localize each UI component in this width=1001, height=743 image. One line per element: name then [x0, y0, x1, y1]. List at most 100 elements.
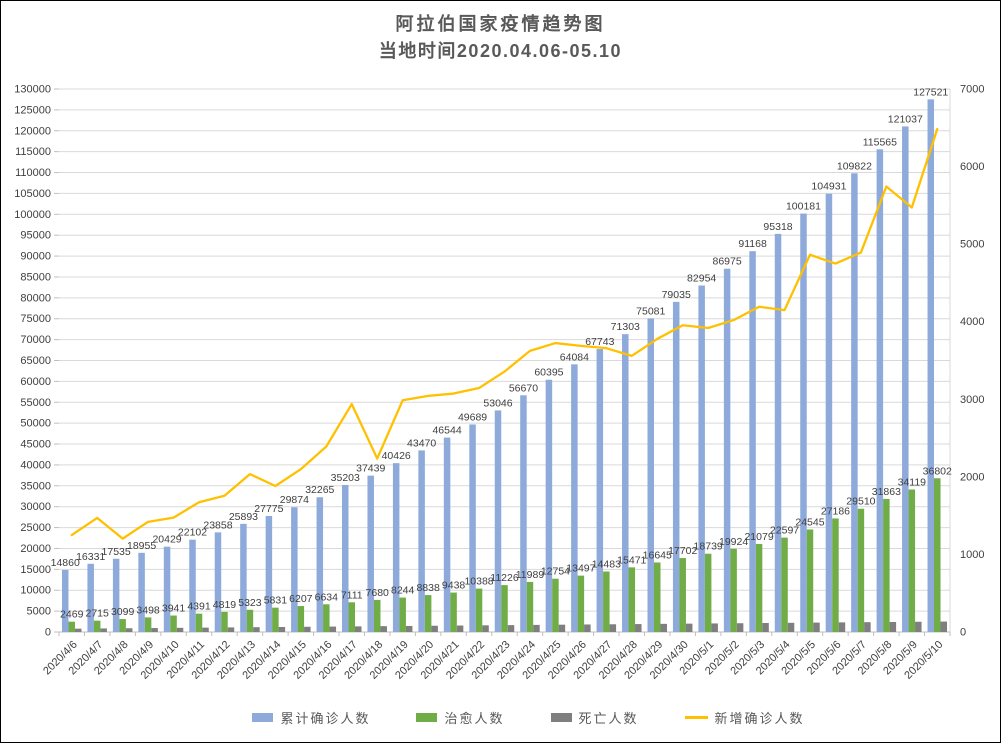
- svg-text:17535: 17535: [102, 546, 131, 558]
- bar: [832, 518, 839, 632]
- bar: [609, 624, 617, 632]
- legend-item-deaths: 死亡人数: [550, 708, 639, 727]
- svg-text:109822: 109822: [837, 160, 872, 172]
- svg-text:2000: 2000: [960, 471, 984, 483]
- svg-text:71303: 71303: [611, 321, 640, 333]
- svg-text:91168: 91168: [738, 238, 767, 250]
- svg-text:29874: 29874: [280, 494, 309, 506]
- bar: [711, 623, 718, 632]
- bar: [838, 622, 846, 632]
- bar: [526, 581, 534, 632]
- bar: [927, 99, 935, 632]
- bar: [475, 588, 483, 632]
- svg-text:115565: 115565: [863, 136, 897, 148]
- bar: [749, 251, 756, 632]
- svg-text:7111: 7111: [341, 589, 363, 601]
- bar: [380, 626, 387, 632]
- svg-text:10000: 10000: [20, 585, 51, 597]
- svg-text:25000: 25000: [20, 522, 51, 534]
- svg-text:10388: 10388: [464, 576, 493, 588]
- bar: [304, 626, 311, 632]
- svg-text:8838: 8838: [416, 582, 440, 594]
- bar: [138, 552, 145, 632]
- svg-text:29510: 29510: [846, 496, 875, 508]
- y-axis-left-labels: 0 5000 10000 15000 20000 25000 30000 35000 40000…: [14, 84, 51, 639]
- bar: [889, 621, 897, 632]
- chart-title-line-2: 当地时间2020.04.06-05.10: [378, 41, 623, 61]
- bar: [74, 628, 82, 632]
- bar: [915, 621, 922, 632]
- bar: [456, 625, 464, 632]
- bar: [443, 437, 451, 632]
- svg-text:9438: 9438: [442, 580, 466, 592]
- svg-text:23858: 23858: [203, 519, 232, 531]
- bar: [622, 334, 629, 632]
- chart-title: 阿拉伯国家疫情趋势图 当地时间2020.04.06-05.10: [1, 11, 1000, 65]
- bar: [431, 625, 438, 632]
- svg-text:15471: 15471: [617, 554, 646, 566]
- bar: [672, 301, 680, 632]
- svg-text:16645: 16645: [643, 549, 672, 561]
- svg-text:49689: 49689: [458, 411, 487, 423]
- bar: [520, 395, 527, 632]
- bar: [418, 450, 425, 632]
- bar-series-0: [61, 99, 935, 633]
- svg-text:20429: 20429: [152, 534, 181, 546]
- bar: [501, 585, 508, 632]
- svg-text:6634: 6634: [315, 591, 339, 603]
- svg-text:60395: 60395: [534, 367, 563, 379]
- svg-text:104931: 104931: [811, 181, 846, 193]
- svg-text:14483: 14483: [592, 559, 621, 571]
- bar: [469, 424, 476, 632]
- legend-label-cured: 治愈人数: [444, 710, 505, 726]
- chart-title-line-1: 阿拉伯国家疫情趋势图: [395, 14, 606, 34]
- bar: [704, 553, 712, 632]
- svg-text:46544: 46544: [432, 425, 461, 437]
- bar: [545, 379, 553, 632]
- svg-text:110000: 110000: [15, 167, 51, 179]
- bar: [329, 626, 337, 632]
- bar: [507, 625, 515, 632]
- svg-text:56670: 56670: [509, 382, 538, 394]
- svg-text:36802: 36802: [923, 465, 952, 477]
- svg-text:53046: 53046: [483, 397, 512, 409]
- svg-text:4000: 4000: [960, 316, 984, 328]
- x-axis-labels: 2020/4/62020/4/72020/4/82020/4/92020/4/1…: [41, 639, 945, 682]
- svg-text:4391: 4391: [187, 601, 211, 613]
- svg-text:22102: 22102: [178, 527, 207, 539]
- svg-text:100181: 100181: [786, 201, 821, 213]
- bar: [272, 607, 279, 632]
- bar: [558, 624, 566, 632]
- svg-text:75000: 75000: [20, 313, 51, 325]
- bar: [934, 478, 941, 632]
- bar: [392, 463, 400, 632]
- svg-text:7000: 7000: [960, 84, 984, 96]
- svg-text:24545: 24545: [795, 516, 824, 528]
- data-labels-series-0: 1486016331175351895520429221022385825893…: [51, 86, 949, 569]
- chart-legend: 累计确诊人数 治愈人数 死亡人数 新增确诊人数: [29, 705, 1000, 729]
- y-axis-right-labels: 0 1000 2000 3000 4000 5000 6000 7000: [960, 84, 984, 639]
- bar: [883, 498, 890, 632]
- bar: [93, 620, 101, 632]
- bar: [100, 628, 107, 632]
- bar: [851, 173, 858, 632]
- bar: [355, 626, 362, 632]
- bar: [176, 627, 184, 632]
- bar: [698, 285, 705, 632]
- bar: [399, 597, 406, 632]
- svg-text:70000: 70000: [20, 334, 51, 346]
- bar: [800, 213, 807, 632]
- svg-text:3099: 3099: [111, 606, 135, 618]
- bar: [806, 529, 814, 632]
- bar: [552, 578, 559, 632]
- axis-lines: [54, 88, 951, 636]
- bar: [628, 567, 636, 632]
- bar: [660, 623, 667, 632]
- bar: [214, 532, 222, 632]
- bar: [571, 364, 578, 632]
- bar-series-1: [68, 478, 941, 632]
- bar: [125, 628, 133, 632]
- bar: [151, 628, 158, 632]
- svg-text:125000: 125000: [14, 104, 51, 116]
- svg-text:37439: 37439: [356, 463, 385, 475]
